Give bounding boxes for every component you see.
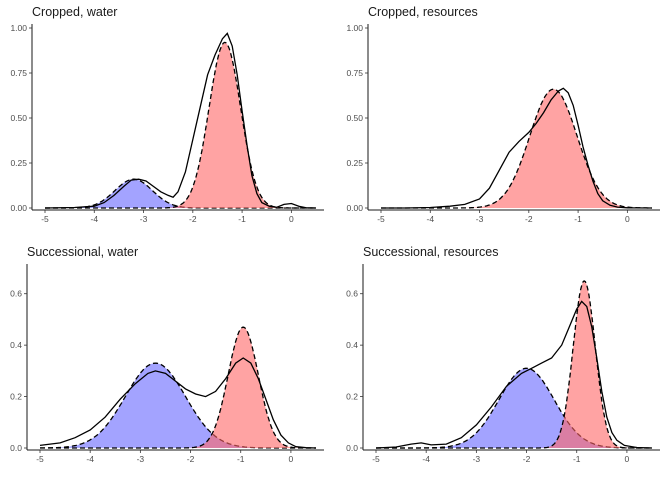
x-tick-label: -3 [137, 454, 145, 464]
y-tick-label: 0.75 [10, 68, 27, 78]
x-tick-label: -4 [422, 454, 430, 464]
x-tick-label: -2 [523, 454, 531, 464]
panel-title: Successional, resources [363, 245, 498, 259]
x-tick-label: 0 [289, 454, 294, 464]
y-tick-label: 0.2 [10, 392, 22, 402]
y-tick-label: 0.00 [346, 203, 363, 213]
panel-successional-water: Successional, water -5 -4 -3 -2 -1 0 0.0 0.2 0.4… [10, 245, 324, 464]
y-tick-label: 0.0 [346, 443, 358, 453]
component-fill [40, 363, 316, 448]
plot-area: -5 -4 -3 -2 -1 0 0.00 0.25 0.50 0.75 1.00 [346, 23, 660, 224]
observed-density-line [44, 32, 317, 209]
component-outline [381, 88, 652, 209]
component-fill [45, 179, 316, 208]
x-tick-label: -1 [238, 214, 246, 224]
x-tick-label: -4 [426, 214, 434, 224]
panel-successional-resources: Successional, resources -5 -4 -3 -2 -1 0 0.0 0.… [346, 245, 660, 464]
y-tick-label: 0.6 [346, 289, 358, 299]
y-tick-label: 1.00 [10, 23, 27, 33]
x-tick-label: -1 [237, 454, 245, 464]
x-tick-label: -2 [525, 214, 533, 224]
x-tick-label: -3 [473, 454, 481, 464]
panel-cropped-water: Cropped, water -5 -4 -3 -2 -1 0 0.00 0.25 0.50 0.… [10, 5, 324, 224]
plot-area: -5 -4 -3 -2 -1 0 0.0 0.2 0.4 0.6 [346, 264, 660, 464]
x-tick-label: -1 [573, 454, 581, 464]
x-tick-label: -5 [41, 214, 49, 224]
x-tick-label: 0 [289, 214, 294, 224]
x-tick-label: -5 [36, 454, 44, 464]
y-tick-label: 0.4 [346, 340, 358, 350]
observed-density-line [39, 357, 317, 449]
component-fill [45, 42, 316, 209]
x-tick-label: -4 [90, 214, 98, 224]
y-tick-label: 0.00 [10, 203, 27, 213]
panel-cropped-resources: Cropped, resources -5 -4 -3 -2 -1 0 0.00 0.25 0.… [346, 5, 660, 224]
x-tick-label: -3 [140, 214, 148, 224]
y-tick-label: 1.00 [346, 23, 363, 33]
observed-density-line [381, 87, 653, 209]
x-tick-label: 0 [625, 454, 630, 464]
panel-title: Successional, water [27, 245, 138, 259]
x-tick-label: -4 [86, 454, 94, 464]
component-fill [376, 368, 652, 448]
component-fill [381, 89, 652, 208]
x-tick-label: -1 [574, 214, 582, 224]
y-tick-label: 0.50 [10, 113, 27, 123]
x-tick-label: -2 [189, 214, 197, 224]
x-tick-label: -5 [372, 454, 380, 464]
x-tick-label: -2 [187, 454, 195, 464]
component-outline [40, 326, 316, 449]
x-tick-label: -5 [377, 214, 385, 224]
y-tick-label: 0.75 [346, 68, 363, 78]
component-fill [376, 280, 652, 448]
y-tick-label: 0.4 [10, 340, 22, 350]
y-tick-label: 0.2 [346, 392, 358, 402]
y-tick-label: 0.25 [346, 158, 363, 168]
plot-area: -5 -4 -3 -2 -1 0 0.0 0.2 0.4 0.6 [10, 264, 324, 464]
component-outline [45, 41, 316, 209]
y-tick-label: 0.0 [10, 443, 22, 453]
x-tick-label: 0 [625, 214, 630, 224]
x-tick-label: -3 [476, 214, 484, 224]
observed-density-line [375, 300, 653, 449]
component-fill [40, 327, 316, 448]
component-outline [376, 280, 652, 449]
plot-area: -5 -4 -3 -2 -1 0 0.00 0.25 0.50 0.75 1.00 [10, 23, 324, 224]
y-tick-label: 0.50 [346, 113, 363, 123]
y-tick-label: 0.6 [10, 289, 22, 299]
panel-title: Cropped, water [32, 5, 117, 19]
y-tick-label: 0.25 [10, 158, 27, 168]
panel-title: Cropped, resources [368, 5, 478, 19]
